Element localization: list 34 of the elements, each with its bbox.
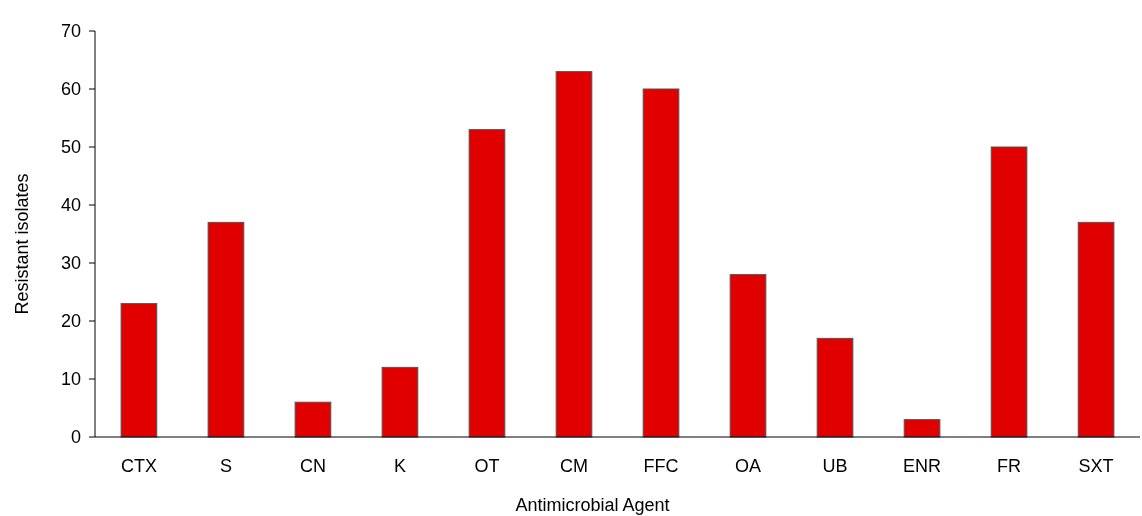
bar bbox=[903, 419, 941, 438]
y-tick-label: 20 bbox=[60, 311, 81, 332]
x-tick-label: S bbox=[219, 456, 232, 476]
x-tick-label: CN bbox=[299, 456, 326, 476]
bar bbox=[1077, 221, 1115, 438]
x-tick-label: FFC bbox=[643, 456, 679, 476]
y-tick-label: 70 bbox=[60, 21, 81, 42]
bar bbox=[468, 129, 506, 438]
bar bbox=[642, 88, 680, 438]
bar bbox=[990, 146, 1028, 438]
y-tick-label: 40 bbox=[60, 195, 81, 216]
bar bbox=[555, 71, 593, 438]
x-axis-title: Antimicrobial Agent bbox=[515, 495, 670, 515]
y-axis-title: Resistant isolates bbox=[12, 173, 32, 315]
bar bbox=[729, 274, 767, 438]
x-tick-label: OA bbox=[735, 456, 762, 476]
y-tick-label: 30 bbox=[60, 253, 81, 274]
x-tick-label: ENR bbox=[903, 456, 942, 476]
y-tick-label: 10 bbox=[60, 369, 81, 390]
x-tick-label: CTX bbox=[120, 456, 157, 476]
x-tick-label: SXT bbox=[1078, 456, 1114, 476]
x-tick-label: FR bbox=[997, 456, 1022, 476]
bar bbox=[120, 303, 158, 438]
bar bbox=[816, 337, 854, 438]
x-tick-label: OT bbox=[474, 456, 500, 476]
x-tick-label: CM bbox=[559, 456, 588, 476]
x-tick-label: UB bbox=[822, 456, 848, 476]
bar bbox=[207, 221, 245, 438]
y-tick-label: 50 bbox=[60, 137, 81, 158]
y-tick-label: 0 bbox=[70, 427, 81, 448]
y-tick-label: 60 bbox=[60, 79, 81, 100]
x-tick-label: K bbox=[393, 456, 406, 476]
bar bbox=[381, 366, 419, 438]
bar bbox=[294, 401, 332, 438]
